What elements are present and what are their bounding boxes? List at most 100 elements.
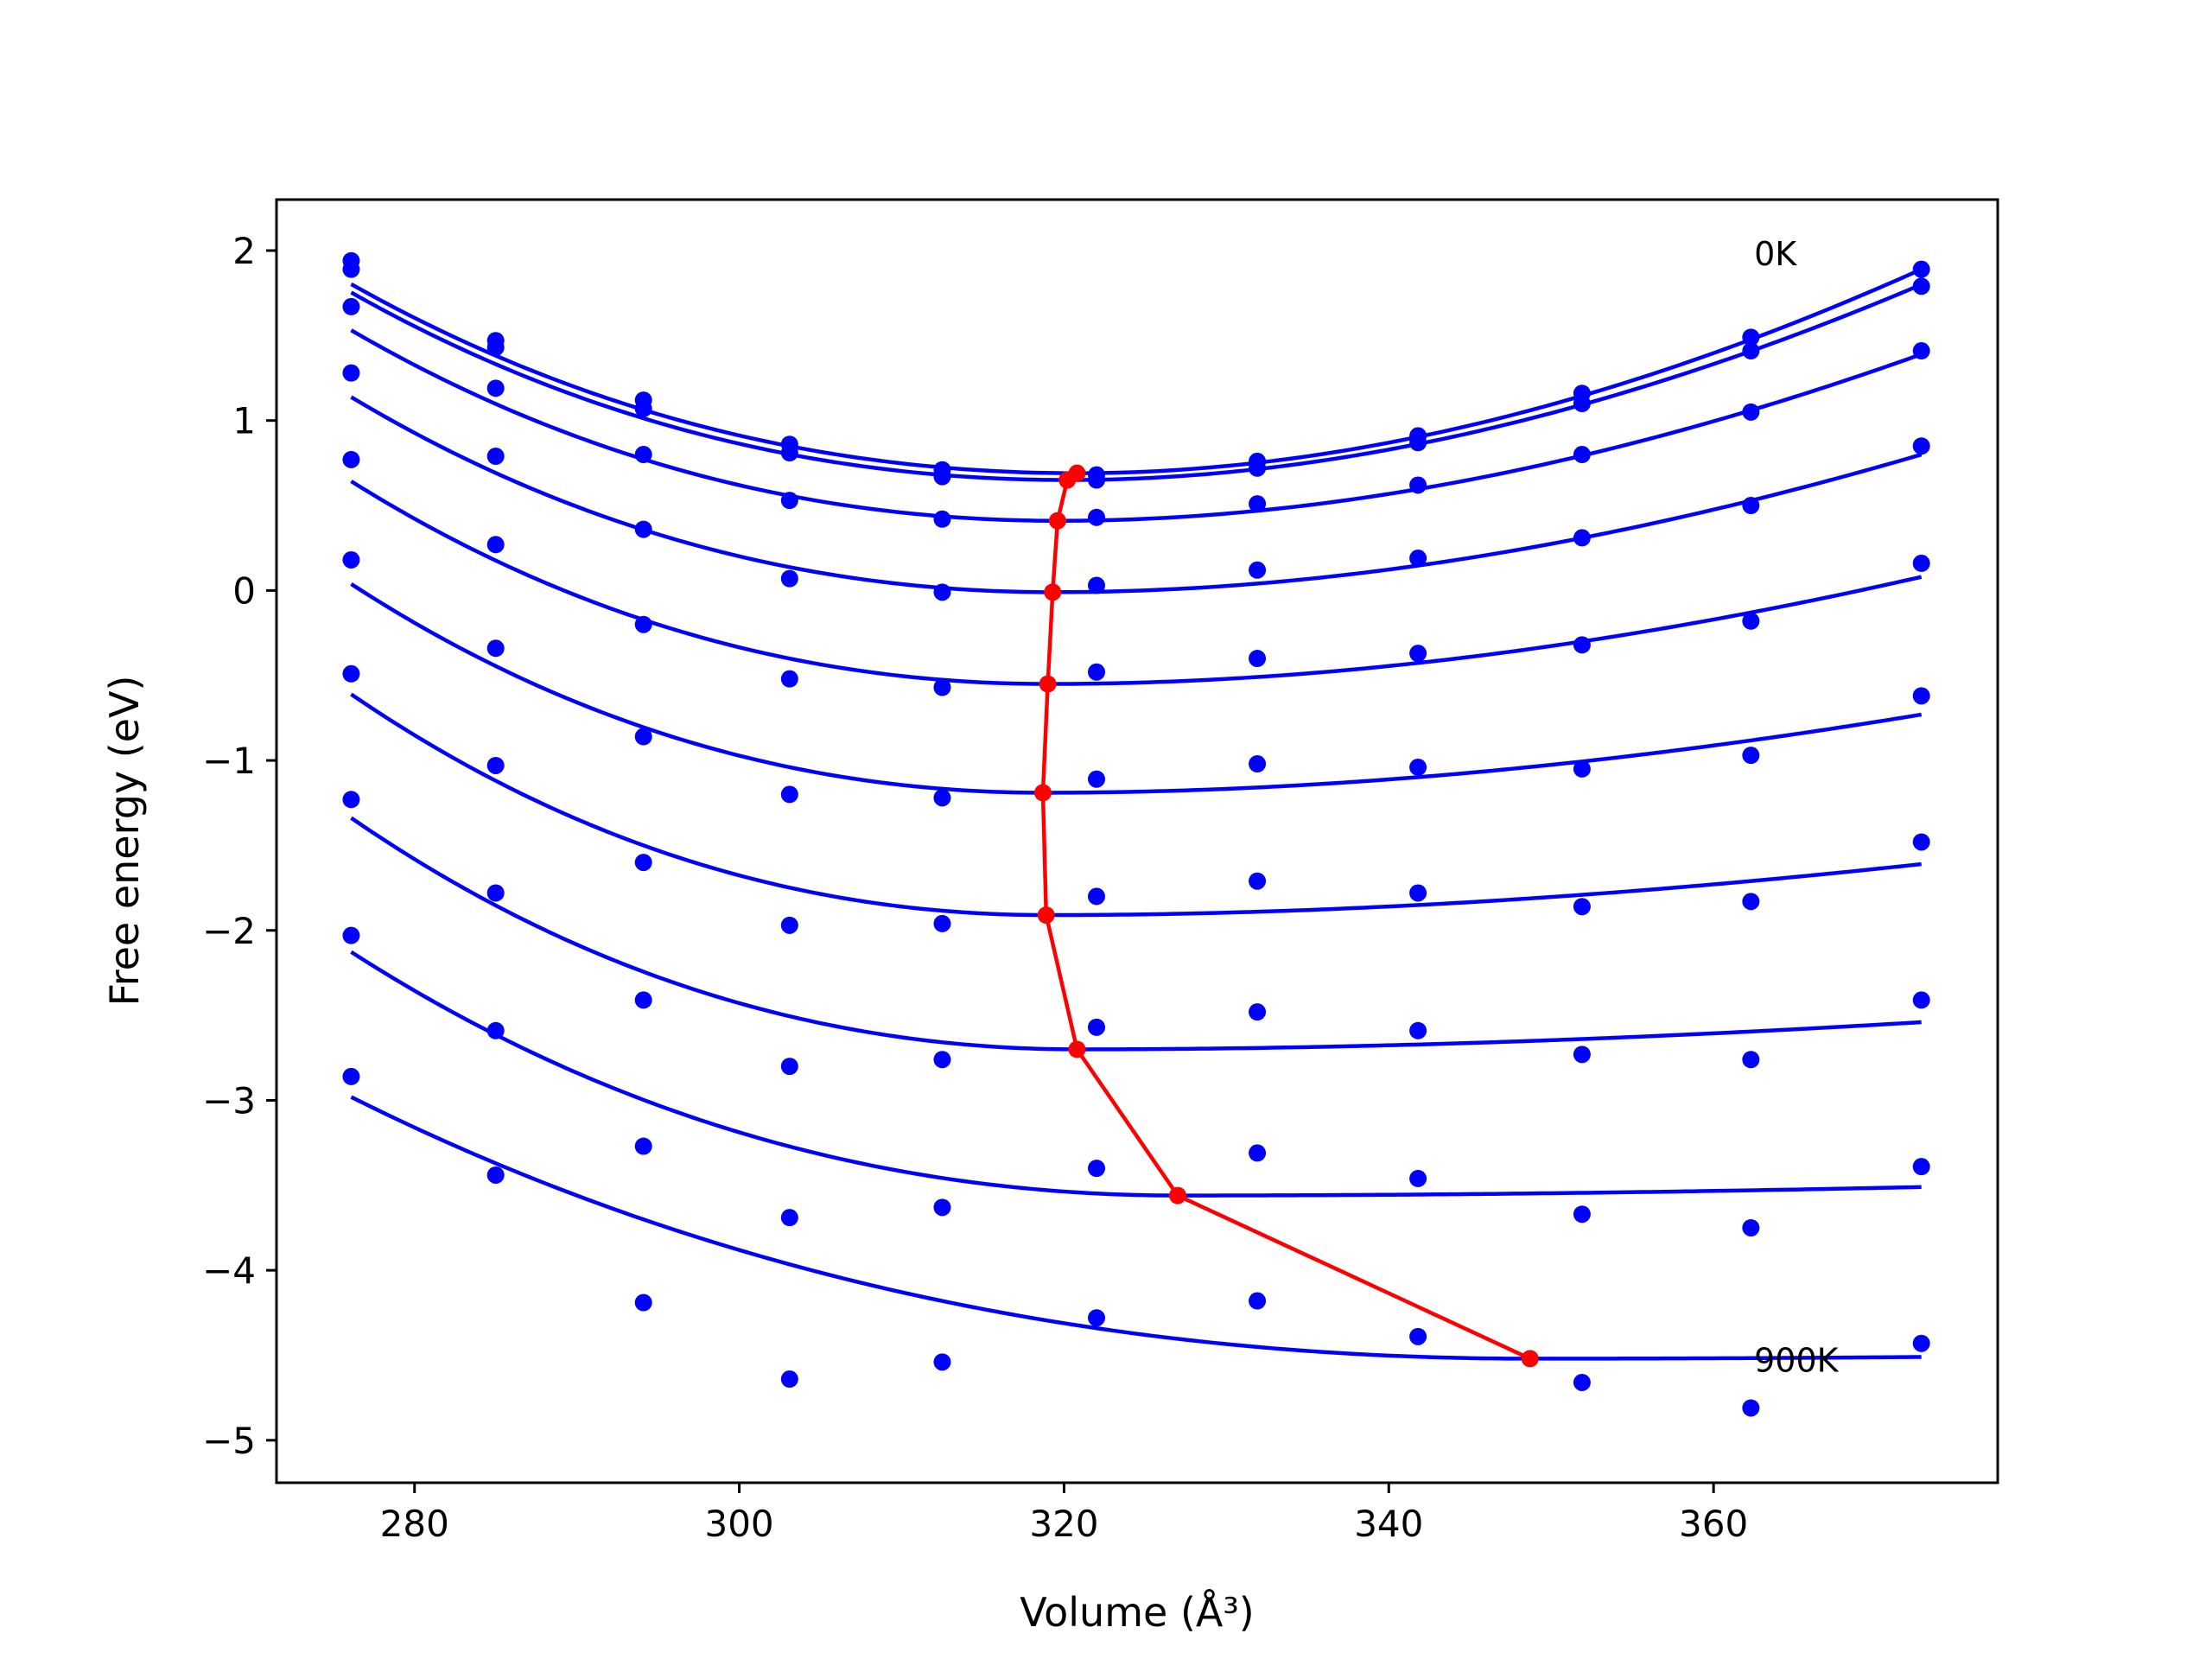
- data-point-s10-1: [342, 1067, 360, 1085]
- x-tick-label-360: 360: [1679, 1503, 1748, 1545]
- data-point-s4-11: [1912, 437, 1930, 455]
- data-point-s6-1: [342, 550, 360, 569]
- minimum-point-3: [1048, 512, 1066, 530]
- y-tick-label--1: −1: [202, 740, 256, 782]
- data-point-s9-1: [342, 926, 360, 944]
- data-point-s2-2: [486, 339, 505, 357]
- data-point-s10-9: [1573, 1373, 1591, 1391]
- x-tick-label-300: 300: [704, 1503, 773, 1545]
- data-point-s4-6: [1088, 576, 1106, 594]
- data-point-s9-4: [780, 1209, 798, 1227]
- minimum-point-9: [1168, 1186, 1186, 1205]
- data-point-s5-6: [1088, 663, 1106, 681]
- data-point-s6-8: [1409, 758, 1427, 776]
- data-point-s5-2: [486, 536, 505, 554]
- data-point-s5-4: [780, 670, 798, 688]
- data-point-s8-6: [1088, 1018, 1106, 1036]
- data-point-s9-7: [1249, 1144, 1267, 1162]
- data-point-s4-3: [634, 520, 652, 538]
- data-point-s4-10: [1742, 497, 1760, 515]
- data-point-s9-3: [634, 1137, 652, 1155]
- data-point-s9-8: [1409, 1169, 1427, 1187]
- fit-curve-9: [350, 950, 1922, 1198]
- data-point-s4-9: [1573, 529, 1591, 547]
- y-axis-label: Free energy (eV): [101, 676, 148, 1007]
- data-point-s3-9: [1573, 446, 1591, 464]
- minimum-point-10: [1521, 1350, 1539, 1368]
- data-point-s7-2: [486, 756, 505, 774]
- y-tick-label-1: 1: [232, 400, 256, 442]
- minimum-point-2: [1058, 471, 1077, 489]
- y-tick-label--5: −5: [202, 1420, 256, 1462]
- data-point-s8-9: [1573, 1046, 1591, 1064]
- x-tick-label-340: 340: [1354, 1503, 1423, 1545]
- fit-curve-7: [350, 692, 1922, 918]
- data-point-s9-6: [1088, 1160, 1106, 1178]
- data-point-s7-1: [342, 664, 360, 683]
- data-point-s7-9: [1573, 898, 1591, 916]
- y-tick-label--3: −3: [202, 1079, 256, 1122]
- data-point-s2-6: [1088, 471, 1106, 489]
- data-point-s3-8: [1409, 476, 1427, 494]
- data-point-s5-5: [933, 678, 951, 696]
- data-marks: [342, 251, 1930, 1417]
- data-point-s5-11: [1912, 554, 1930, 572]
- data-point-s7-6: [1088, 887, 1106, 906]
- data-point-s10-8: [1409, 1327, 1427, 1345]
- data-point-s9-5: [933, 1198, 951, 1217]
- data-point-s6-11: [1912, 687, 1930, 705]
- y-tick-label--4: −4: [202, 1249, 256, 1292]
- data-point-s5-7: [1249, 650, 1267, 668]
- data-point-s2-9: [1573, 395, 1591, 413]
- y-tick-label--2: −2: [202, 910, 256, 952]
- data-point-s2-7: [1249, 459, 1267, 477]
- data-point-s6-10: [1742, 747, 1760, 765]
- data-point-s5-9: [1573, 636, 1591, 654]
- data-point-s1-10: [1742, 328, 1760, 346]
- data-point-s5-1: [342, 450, 360, 468]
- data-point-s6-5: [933, 789, 951, 807]
- fit-curve-4: [350, 395, 1923, 594]
- data-point-s7-7: [1249, 872, 1267, 890]
- data-point-s9-10: [1742, 1218, 1760, 1236]
- data-point-s4-2: [486, 448, 505, 465]
- data-point-s10-11: [1912, 1334, 1930, 1352]
- minimum-point-7: [1037, 906, 1055, 925]
- minimum-point-8: [1068, 1040, 1086, 1058]
- data-point-s3-10: [1742, 403, 1760, 421]
- data-point-s8-10: [1742, 1051, 1760, 1069]
- data-point-s8-5: [933, 1051, 951, 1069]
- data-point-s2-3: [634, 399, 652, 417]
- data-point-s6-2: [486, 639, 505, 658]
- data-point-s8-7: [1249, 1003, 1267, 1021]
- data-point-s3-2: [486, 379, 505, 397]
- data-point-s8-2: [486, 884, 505, 902]
- data-point-s6-4: [780, 785, 798, 804]
- data-point-s8-3: [634, 991, 652, 1009]
- data-point-s2-1: [342, 260, 360, 278]
- fit-curve-5: [350, 480, 1923, 686]
- y-tick-label-2: 2: [232, 230, 256, 272]
- data-point-s8-8: [1409, 1021, 1427, 1039]
- axes-frame: [275, 198, 1999, 1484]
- x-tick-label-280: 280: [380, 1503, 449, 1545]
- minimum-point-4: [1044, 583, 1062, 601]
- data-point-s4-8: [1409, 550, 1427, 568]
- fit-curve-10: [350, 1095, 1922, 1361]
- data-point-s6-7: [1249, 755, 1267, 773]
- data-point-s10-7: [1249, 1292, 1267, 1310]
- data-point-s10-6: [1088, 1309, 1106, 1327]
- data-point-s3-5: [933, 510, 951, 528]
- y-tick-label-0: 0: [232, 569, 256, 612]
- data-point-s6-9: [1573, 760, 1591, 778]
- data-point-s6-3: [634, 728, 652, 746]
- data-point-s2-11: [1912, 277, 1930, 296]
- x-tick-label-320: 320: [1029, 1503, 1098, 1545]
- data-point-s3-4: [780, 492, 798, 510]
- data-point-s3-6: [1088, 508, 1106, 526]
- data-point-s7-4: [780, 916, 798, 934]
- data-point-s10-4: [780, 1370, 798, 1389]
- data-point-s1-11: [1912, 260, 1930, 278]
- minimum-point-5: [1039, 675, 1057, 693]
- data-point-s9-2: [486, 1021, 505, 1039]
